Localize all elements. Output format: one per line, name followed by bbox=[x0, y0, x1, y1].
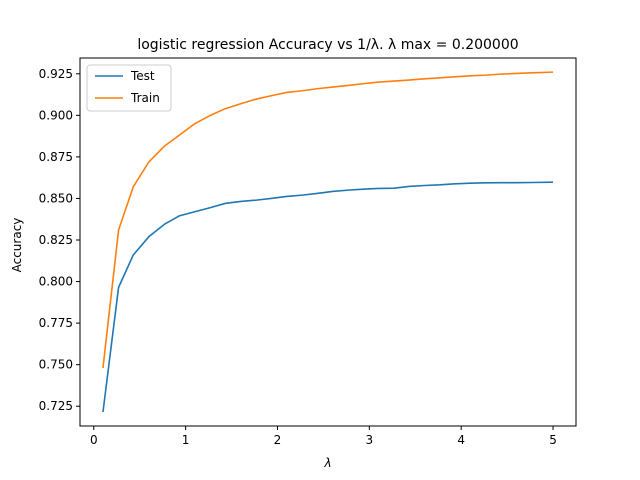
plot-frame bbox=[79, 57, 577, 427]
x-tick-label: 3 bbox=[366, 433, 374, 447]
x-axis-label: λ bbox=[323, 456, 331, 470]
y-tick-label: 0.725 bbox=[39, 399, 73, 413]
y-tick-label: 0.800 bbox=[39, 275, 73, 289]
x-tick-label: 1 bbox=[182, 433, 190, 447]
chart-title: logistic regression Accuracy vs 1/λ. λ m… bbox=[137, 37, 518, 53]
y-axis-label: Accuracy bbox=[10, 218, 24, 273]
y-axis-ticks: 0.725 0.750 0.775 0.800 0.825 0.850 0.875 0.900… bbox=[39, 67, 80, 413]
y-tick-label: 0.850 bbox=[39, 191, 73, 205]
y-tick-label: 0.900 bbox=[39, 108, 73, 122]
series-line-test bbox=[102, 181, 554, 413]
plot-area bbox=[102, 71, 554, 413]
y-tick-label: 0.825 bbox=[39, 233, 73, 247]
y-tick-label: 0.925 bbox=[39, 67, 73, 81]
y-tick-label: 0.875 bbox=[39, 150, 73, 164]
y-tick-label: 0.750 bbox=[39, 358, 73, 372]
x-tick-label: 0 bbox=[90, 433, 98, 447]
legend-label-train: Train bbox=[130, 91, 160, 105]
legend: Test Train bbox=[86, 64, 172, 112]
x-tick-label: 4 bbox=[457, 433, 465, 447]
x-tick-label: 5 bbox=[549, 433, 557, 447]
legend-label-test: Test bbox=[130, 69, 155, 83]
y-tick-label: 0.775 bbox=[39, 316, 73, 330]
x-tick-label: 2 bbox=[274, 433, 282, 447]
x-axis-ticks: 0 1 2 3 4 5 bbox=[90, 426, 557, 447]
series-line-train bbox=[102, 71, 554, 369]
